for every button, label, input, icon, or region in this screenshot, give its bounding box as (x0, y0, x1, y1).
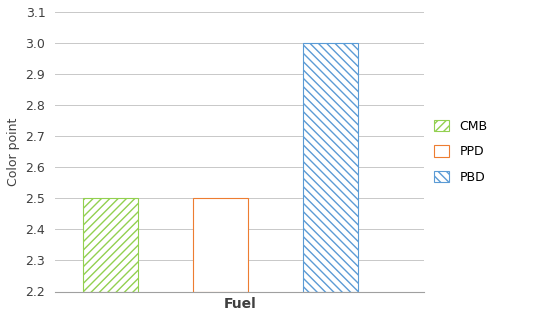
Bar (193, 198, 248, 292)
Bar (303, 43, 358, 292)
Legend: CMB, PPD, PBD: CMB, PPD, PBD (434, 120, 487, 184)
Bar (83, 198, 138, 292)
Y-axis label: Color point: Color point (7, 118, 20, 186)
X-axis label: Fuel: Fuel (224, 297, 256, 311)
